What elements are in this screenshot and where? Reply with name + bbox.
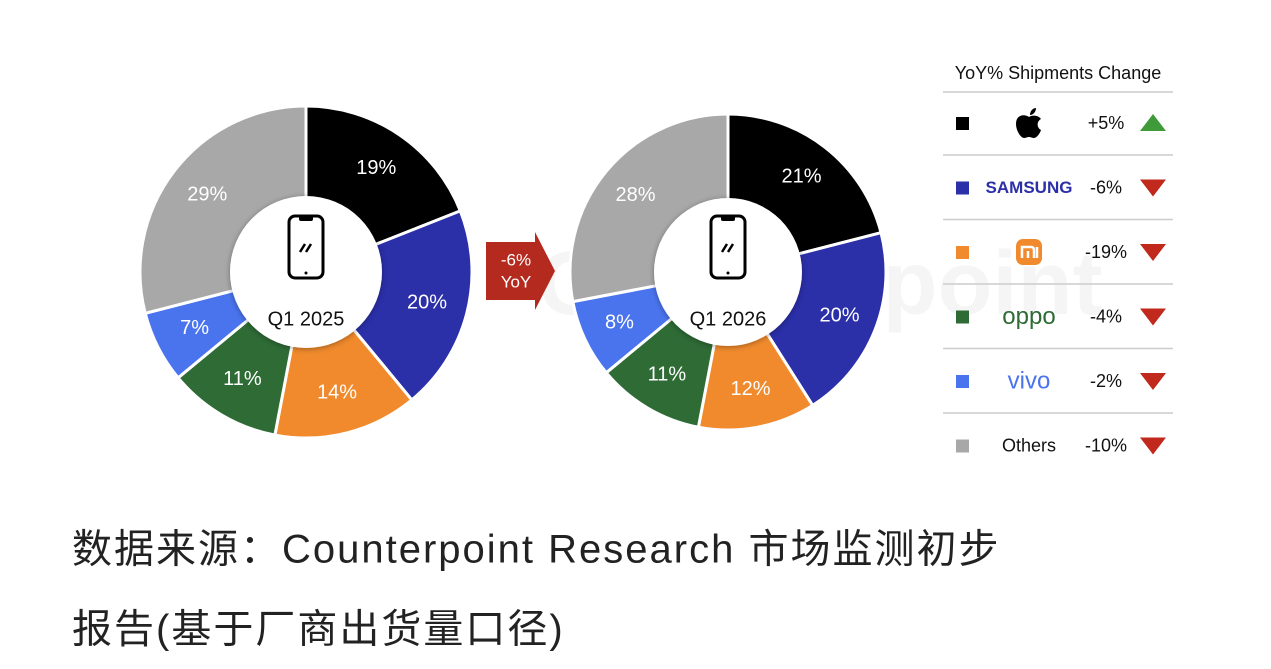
slice-label: 11% xyxy=(648,364,687,386)
caption: 报告(基于厂商出货量口径) xyxy=(72,608,565,652)
phone-mark xyxy=(304,243,313,253)
change-triangle xyxy=(1140,244,1166,261)
slice-label: 12% xyxy=(730,378,770,400)
change-triangle xyxy=(1140,308,1166,326)
legend-title: YoY% Shipments Change xyxy=(955,63,1161,83)
legend-brand: vivo xyxy=(1008,367,1051,394)
phone-notch xyxy=(721,216,735,221)
slice-label: 21% xyxy=(782,165,822,187)
xiaomi-mark xyxy=(1020,245,1039,258)
legend-change: -6% xyxy=(1090,177,1122,197)
legend-swatch xyxy=(956,439,969,453)
legend-change: -10% xyxy=(1085,435,1127,455)
slice-label: 11% xyxy=(223,368,262,390)
legend-brand: oppo xyxy=(1002,303,1055,330)
yoy-text: YoY xyxy=(501,272,532,291)
phone-notch xyxy=(299,216,313,221)
phone-mark xyxy=(720,243,729,253)
slice-label: 20% xyxy=(820,304,860,326)
legend-swatch xyxy=(956,181,969,195)
slice-label: 14% xyxy=(317,381,357,403)
phone-dot xyxy=(304,271,308,275)
legend-change: -4% xyxy=(1090,306,1122,326)
yoy-arrow xyxy=(486,232,555,310)
caption: 数据来源：Counterpoint Research 市场监测初步 xyxy=(72,528,1000,572)
slice-label: 19% xyxy=(356,157,396,179)
slice-label: 29% xyxy=(187,184,227,206)
slice-label: 8% xyxy=(605,311,634,333)
slice-label: 28% xyxy=(616,184,656,206)
legend-change: -19% xyxy=(1085,242,1127,262)
legend-swatch xyxy=(956,375,969,388)
legend-change: -2% xyxy=(1090,371,1122,391)
legend-swatch xyxy=(956,310,969,324)
change-triangle xyxy=(1140,437,1166,455)
phone-dot xyxy=(726,271,730,275)
center-label: Q1 2026 xyxy=(690,308,767,330)
legend-swatch xyxy=(956,117,969,130)
phone-mark xyxy=(726,243,735,253)
slice-label: 7% xyxy=(180,317,209,339)
legend-brand: SAMSUNG xyxy=(986,178,1073,197)
legend-swatch xyxy=(956,246,969,259)
center-label: Q1 2025 xyxy=(268,308,345,330)
change-triangle xyxy=(1140,179,1166,197)
slice-label: 20% xyxy=(407,291,447,313)
change-triangle xyxy=(1140,373,1166,390)
legend-change: +5% xyxy=(1088,113,1125,133)
apple-logo xyxy=(1016,108,1041,138)
legend-brand: Others xyxy=(1002,435,1056,455)
change-triangle xyxy=(1140,114,1166,131)
yoy-text: -6% xyxy=(501,250,531,269)
phone-mark xyxy=(298,243,307,253)
